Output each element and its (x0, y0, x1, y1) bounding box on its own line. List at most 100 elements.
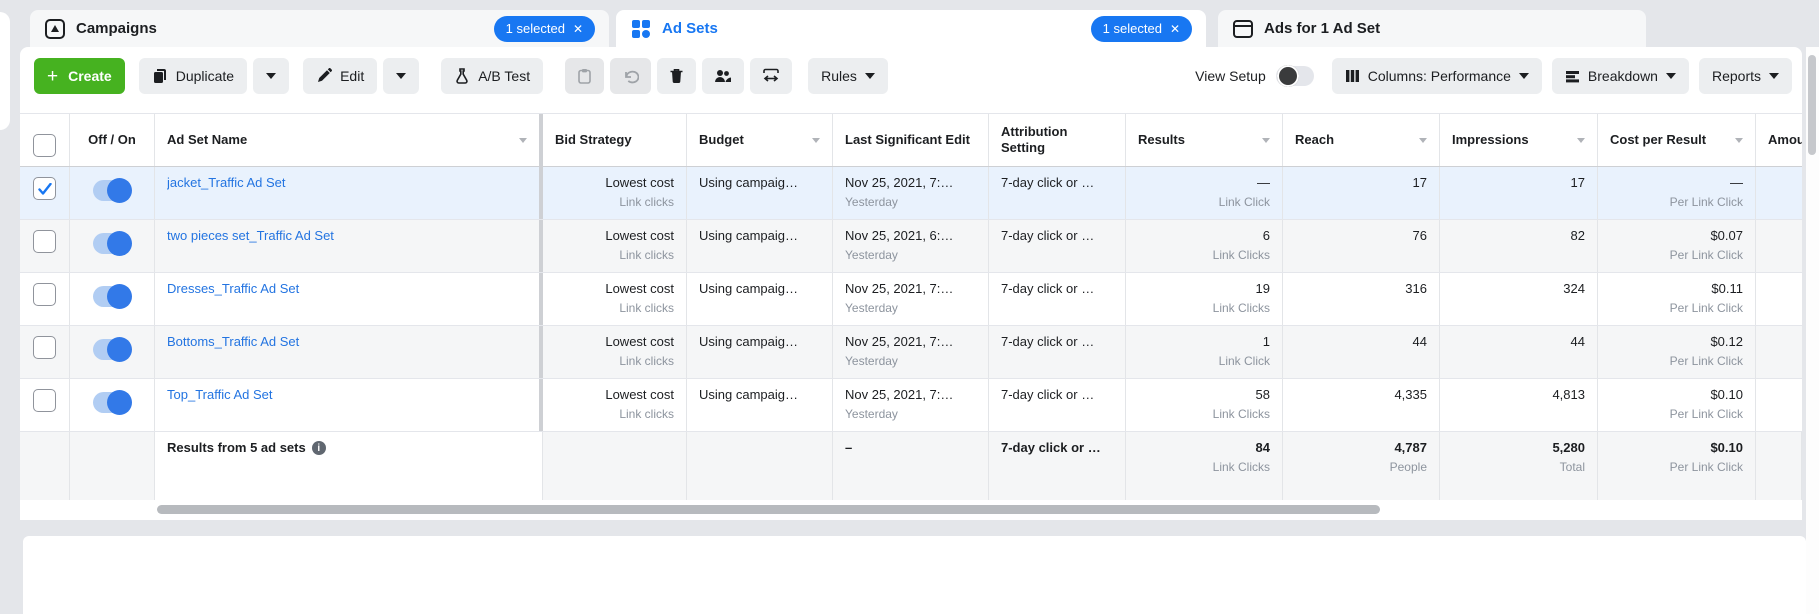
ab-test-button[interactable]: A/B Test (441, 58, 543, 94)
row-select-cell (20, 379, 70, 431)
cell-value: Nov 25, 2021, 7:… (845, 334, 976, 349)
edit-button[interactable]: Edit (303, 58, 377, 94)
summary-sub-label: Link Clicks (1138, 460, 1270, 474)
duplicate-dropdown-button[interactable] (253, 58, 289, 94)
last-edit-cell: Nov 25, 2021, 7:…Yesterday (833, 326, 989, 378)
pencil-icon (316, 68, 332, 84)
ad-set-name-link[interactable]: two pieces set_Traffic Ad Set (167, 228, 527, 243)
columns-button[interactable]: Columns: Performance (1332, 58, 1542, 94)
sort-arrow-icon[interactable] (1577, 138, 1585, 143)
summary-sub-label: Total (1452, 460, 1585, 474)
horizontal-scrollbar[interactable] (20, 500, 1802, 520)
reports-button[interactable]: Reports (1699, 58, 1792, 94)
ads-icon (1232, 18, 1254, 40)
row-checkbox[interactable] (33, 230, 56, 253)
column-header-budget[interactable]: Budget (687, 114, 833, 166)
table-header-row: Off / OnAd Set NameBid StrategyBudgetLas… (20, 113, 1802, 167)
duplicate-button-label: Duplicate (176, 68, 234, 84)
cell-value: Lowest cost (555, 387, 674, 402)
chevron-down-icon (1519, 73, 1529, 79)
columns-icon (1345, 69, 1360, 83)
breakdown-icon (1565, 70, 1580, 83)
info-icon[interactable]: i (312, 441, 326, 455)
column-header-impressions[interactable]: Impressions (1440, 114, 1598, 166)
vertical-scrollbar[interactable] (1806, 47, 1819, 614)
ad-set-name-link[interactable]: Dresses_Traffic Ad Set (167, 281, 527, 296)
column-header-label: Ad Set Name (167, 132, 247, 148)
toggle-knob (107, 337, 132, 362)
column-header-cpr[interactable]: Cost per Result (1598, 114, 1756, 166)
horizontal-scrollbar-thumb[interactable] (157, 505, 1380, 514)
off-on-toggle[interactable] (93, 392, 131, 413)
sort-arrow-icon[interactable] (1419, 138, 1427, 143)
off-on-toggle[interactable] (93, 233, 131, 254)
cell-value: 7-day click or … (1001, 281, 1113, 296)
rules-button[interactable]: Rules (808, 58, 888, 94)
row-checkbox[interactable] (33, 283, 56, 306)
duplicate-button[interactable]: Duplicate (139, 58, 247, 94)
bottom-panel (23, 536, 1806, 614)
row-toggle-cell (70, 326, 155, 378)
table-row: two pieces set_Traffic Ad SetLowest cost… (20, 220, 1802, 273)
create-button[interactable]: + Create (34, 58, 125, 94)
chevron-down-icon (1666, 73, 1676, 79)
off-on-toggle[interactable] (93, 180, 131, 201)
paste-button[interactable] (565, 58, 604, 94)
summary-last-edit-cell: – (833, 432, 989, 502)
tab-ads[interactable]: Ads for 1 Ad Set (1218, 10, 1646, 47)
cell-sub-label: Per Link Click (1610, 248, 1743, 262)
off-on-toggle[interactable] (93, 286, 131, 307)
last-edit-cell: Nov 25, 2021, 7:…Yesterday (833, 167, 989, 219)
ad-set-name-cell: jacket_Traffic Ad Set (155, 167, 543, 219)
table-row: jacket_Traffic Ad SetLowest costLink cli… (20, 167, 1802, 220)
chevron-down-icon (396, 73, 406, 79)
impressions-cell: 44 (1440, 326, 1598, 378)
amount-spent-cell (1756, 379, 1802, 431)
cell-value: 1 (1138, 334, 1270, 349)
vertical-scrollbar-thumb[interactable] (1808, 55, 1816, 155)
view-setup-toggle[interactable] (1276, 66, 1314, 86)
tab-ad-sets[interactable]: Ad Sets 1 selected ✕ (616, 10, 1206, 47)
ad-set-name-link[interactable]: Bottoms_Traffic Ad Set (167, 334, 527, 349)
cell-value: 7-day click or … (1001, 175, 1113, 190)
select-all-checkbox[interactable] (33, 134, 56, 157)
results-cell: 58Link Clicks (1126, 379, 1283, 431)
row-checkbox[interactable] (33, 336, 56, 359)
people-icon (714, 68, 732, 84)
attribution-cell: 7-day click or … (989, 167, 1126, 219)
row-checkbox[interactable] (33, 389, 56, 412)
bid-strategy-cell: Lowest costLink clicks (543, 273, 687, 325)
delete-button[interactable] (657, 58, 696, 94)
ad-sets-selected-badge[interactable]: 1 selected ✕ (1091, 16, 1192, 42)
table-row: Bottoms_Traffic Ad SetLowest costLink cl… (20, 326, 1802, 379)
row-select-cell (20, 220, 70, 272)
clear-selection-icon[interactable]: ✕ (573, 23, 583, 35)
ad-set-name-link[interactable]: Top_Traffic Ad Set (167, 387, 527, 402)
column-header-name[interactable]: Ad Set Name (155, 114, 543, 166)
clear-selection-icon[interactable]: ✕ (1170, 23, 1180, 35)
campaigns-selected-badge[interactable]: 1 selected ✕ (494, 16, 595, 42)
sort-arrow-icon[interactable] (1262, 138, 1270, 143)
column-header-label: Amoun (1768, 132, 1802, 148)
sort-arrow-icon[interactable] (519, 138, 527, 143)
audience-button[interactable] (702, 58, 744, 94)
reach-cell: 17 (1283, 167, 1440, 219)
off-on-toggle[interactable] (93, 339, 131, 360)
cell-value: 4,813 (1452, 387, 1585, 402)
undo-button[interactable] (610, 58, 651, 94)
column-header-reach[interactable]: Reach (1283, 114, 1440, 166)
column-header-check[interactable] (20, 114, 70, 166)
row-checkbox[interactable] (33, 177, 56, 200)
tab-campaigns[interactable]: Campaigns 1 selected ✕ (30, 10, 609, 47)
ad-sets-selected-count: 1 selected (1103, 21, 1162, 36)
edit-dropdown-button[interactable] (383, 58, 419, 94)
column-header-results[interactable]: Results (1126, 114, 1283, 166)
breakdown-button[interactable]: Breakdown (1552, 58, 1689, 94)
amount-spent-cell (1756, 326, 1802, 378)
export-import-button[interactable] (750, 58, 792, 94)
column-header-label: Bid Strategy (555, 132, 632, 148)
sort-arrow-icon[interactable] (812, 138, 820, 143)
ad-set-name-link[interactable]: jacket_Traffic Ad Set (167, 175, 527, 190)
sort-arrow-icon[interactable] (1735, 138, 1743, 143)
summary-row: Results from 5 ad setsi–7-day click or …… (20, 432, 1802, 502)
